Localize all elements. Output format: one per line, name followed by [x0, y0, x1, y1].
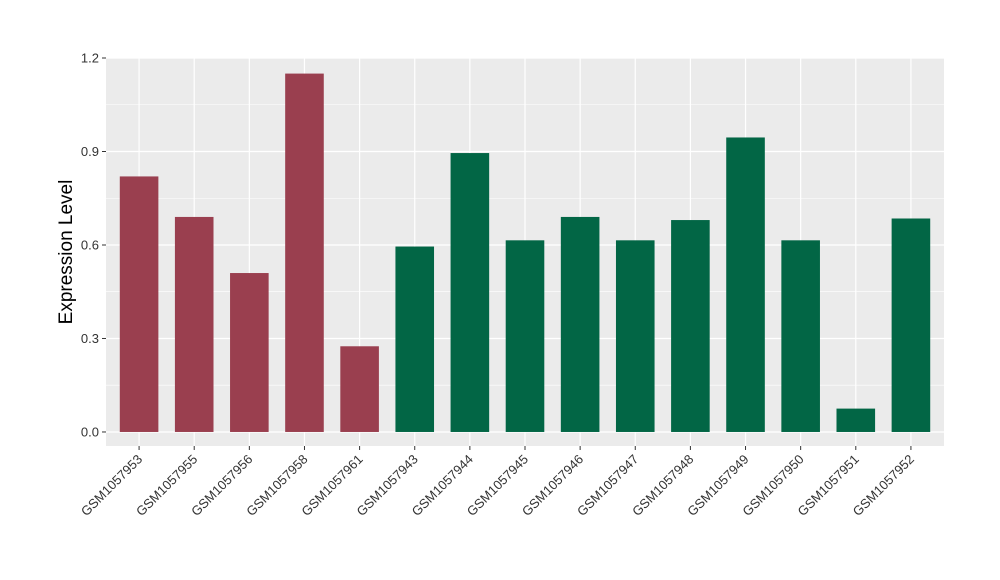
- x-axis-ticks: GSM1057953GSM1057955GSM1057956GSM1057958…: [78, 446, 917, 519]
- y-axis-label: Expression Level: [56, 180, 77, 325]
- y-tick-label: 0.3: [81, 331, 99, 346]
- y-tick-label: 0.6: [81, 237, 99, 252]
- y-tick-label: 0.9: [81, 144, 99, 159]
- bars: [119, 73, 931, 432]
- bar-GSM1057955: [174, 216, 214, 432]
- bar-GSM1057958: [285, 73, 324, 432]
- bar-GSM1057946: [560, 216, 600, 432]
- bar-GSM1057961: [340, 346, 379, 432]
- bar-GSM1057949: [726, 137, 765, 432]
- bar-GSM1057943: [395, 246, 435, 432]
- y-axis-ticks: 0.0 0.3 0.6 0.9 1.2: [81, 51, 106, 439]
- bar-GSM1057950: [781, 240, 820, 432]
- y-tick-label: 1.2: [81, 51, 99, 66]
- bar-GSM1057951: [836, 408, 876, 432]
- bar-GSM1057947: [615, 240, 655, 432]
- y-tick-label: 0.0: [81, 424, 99, 439]
- bar-GSM1057945: [505, 240, 545, 432]
- bar-GSM1057944: [450, 153, 490, 432]
- bar-GSM1057948: [671, 220, 710, 432]
- bar-GSM1057952: [891, 218, 931, 432]
- bar-GSM1057956: [230, 273, 269, 432]
- bar-GSM1057953: [119, 176, 159, 432]
